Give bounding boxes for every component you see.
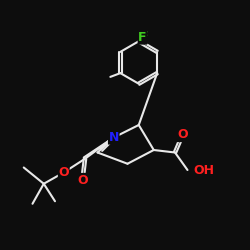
Text: O: O — [77, 174, 88, 186]
Text: F: F — [138, 31, 147, 44]
Text: N: N — [108, 131, 119, 144]
Text: O: O — [177, 128, 188, 141]
Text: O: O — [58, 166, 69, 179]
Text: F: F — [140, 30, 148, 43]
Text: OH: OH — [194, 164, 215, 176]
